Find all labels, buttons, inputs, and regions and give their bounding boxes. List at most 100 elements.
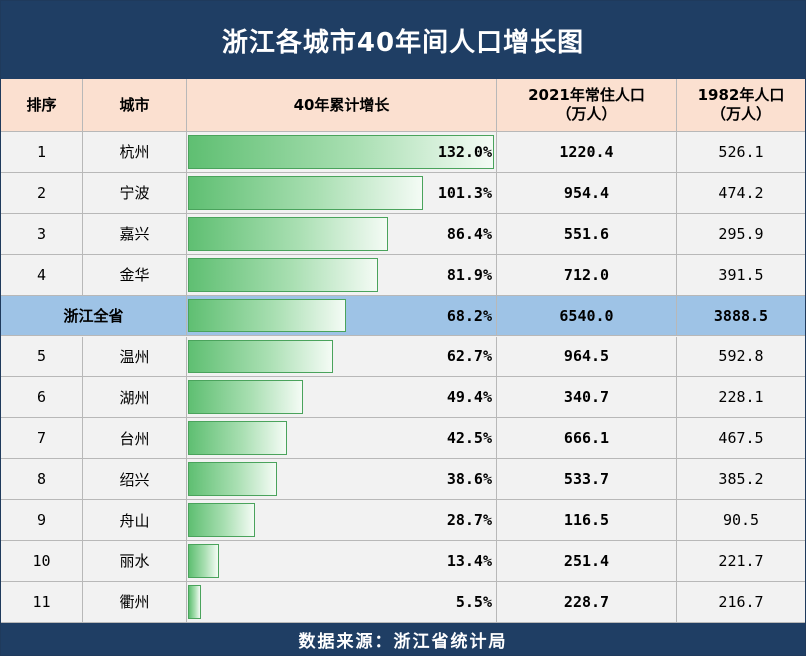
row-growth-cell: 62.7% [187, 336, 497, 378]
growth-bar [188, 462, 278, 497]
growth-label: 49.4% [446, 388, 492, 407]
row-growth-cell: 132.0% [187, 132, 497, 173]
table-header-row: 排序 城市 40年累计增长 2021年常住人口 （万人） 1982年人口 （万人… [1, 79, 805, 132]
header-pop-1982-line2: （万人） [710, 105, 771, 123]
growth-label: 81.9% [446, 265, 492, 284]
row-pop-2021: 666.1 [497, 418, 677, 460]
table-row: 10 丽水 13.4% 251.4 221.7 [1, 541, 805, 582]
row-rank: 7 [1, 418, 83, 460]
row-growth-cell: 81.9% [187, 254, 497, 296]
row-growth-cell: 68.2% [187, 295, 497, 337]
row-city: 金华 [83, 254, 187, 296]
table-row: 8 绍兴 38.6% 533.7 385.2 [1, 459, 805, 501]
row-pop-1982: 3888.5 [677, 295, 805, 337]
header-city: 城市 [83, 79, 187, 132]
header-pop-2021: 2021年常住人口 （万人） [497, 79, 677, 132]
row-pop-1982: 216.7 [677, 581, 805, 623]
table-row: 3 嘉兴 86.4% 551.6 295.9 [1, 213, 805, 255]
row-pop-1982: 474.2 [677, 172, 805, 214]
row-city: 衢州 [83, 581, 187, 623]
growth-label: 101.3% [437, 183, 492, 202]
growth-bar [188, 421, 287, 456]
growth-label: 5.5% [455, 592, 492, 611]
table-row: 6 湖州 49.4% 340.7 228.1 [1, 377, 805, 419]
growth-label: 68.2% [446, 306, 492, 325]
growth-label: 132.0% [437, 142, 492, 161]
row-pop-1982: 526.1 [677, 132, 805, 173]
row-rank: 5 [1, 336, 83, 378]
row-city: 湖州 [83, 377, 187, 419]
row-growth-cell: 49.4% [187, 377, 497, 419]
row-rank: 1 [1, 132, 83, 173]
row-city: 浙江全省 [1, 295, 187, 337]
growth-label: 42.5% [446, 429, 492, 448]
growth-label: 28.7% [446, 511, 492, 530]
row-pop-1982: 295.9 [677, 213, 805, 255]
header-rank: 排序 [1, 79, 83, 132]
row-growth-cell: 42.5% [187, 418, 497, 460]
header-pop-1982-line1: 1982年人口 [697, 86, 785, 104]
row-pop-2021: 533.7 [497, 459, 677, 501]
row-city: 台州 [83, 418, 187, 460]
table-row: 1 杭州 132.0% 1220.4 526.1 [1, 132, 805, 173]
row-pop-2021: 116.5 [497, 500, 677, 541]
row-pop-1982: 467.5 [677, 418, 805, 460]
growth-bar [188, 339, 334, 374]
growth-bar [188, 544, 220, 578]
growth-bar [188, 380, 303, 415]
header-pop-2021-line1: 2021年常住人口 [528, 86, 645, 104]
row-rank: 11 [1, 581, 83, 623]
row-city: 绍兴 [83, 459, 187, 501]
row-rank: 8 [1, 459, 83, 501]
table-row: 5 温州 62.7% 964.5 592.8 [1, 336, 805, 378]
row-rank: 9 [1, 500, 83, 541]
row-city: 舟山 [83, 500, 187, 541]
growth-label: 38.6% [446, 470, 492, 489]
row-pop-2021: 712.0 [497, 254, 677, 296]
growth-bar [188, 503, 255, 537]
row-pop-1982: 221.7 [677, 541, 805, 582]
table-row: 11 衢州 5.5% 228.7 216.7 [1, 581, 805, 623]
growth-label: 13.4% [446, 551, 492, 570]
row-pop-1982: 391.5 [677, 254, 805, 296]
row-pop-1982: 592.8 [677, 336, 805, 378]
growth-bar [188, 257, 378, 292]
row-rank: 10 [1, 541, 83, 582]
header-pop-2021-line2: （万人） [556, 105, 617, 123]
row-pop-2021: 964.5 [497, 336, 677, 378]
row-rank: 6 [1, 377, 83, 419]
row-pop-2021: 551.6 [497, 213, 677, 255]
source-footer: 数据来源：浙江省统计局 [1, 623, 805, 655]
row-growth-cell: 28.7% [187, 500, 497, 541]
row-pop-2021: 251.4 [497, 541, 677, 582]
row-city: 嘉兴 [83, 213, 187, 255]
growth-bar [188, 175, 423, 210]
row-rank: 3 [1, 213, 83, 255]
growth-bar [188, 216, 389, 251]
row-rank: 2 [1, 172, 83, 214]
chart-title: 浙江各城市40年间人口增长图 [1, 1, 805, 79]
header-growth: 40年累计增长 [187, 79, 497, 132]
growth-bar [188, 584, 201, 619]
row-growth-cell: 38.6% [187, 459, 497, 501]
row-pop-2021: 6540.0 [497, 295, 677, 337]
row-pop-2021: 228.7 [497, 581, 677, 623]
row-city: 温州 [83, 336, 187, 378]
row-pop-1982: 385.2 [677, 459, 805, 501]
row-pop-2021: 1220.4 [497, 132, 677, 173]
row-city: 杭州 [83, 132, 187, 173]
growth-label: 62.7% [446, 347, 492, 366]
growth-label: 86.4% [446, 224, 492, 243]
row-pop-1982: 90.5 [677, 500, 805, 541]
header-pop-1982: 1982年人口 （万人） [677, 79, 805, 132]
row-growth-cell: 86.4% [187, 213, 497, 255]
row-growth-cell: 101.3% [187, 172, 497, 214]
table-row: 7 台州 42.5% 666.1 467.5 [1, 418, 805, 460]
table-row: 9 舟山 28.7% 116.5 90.5 [1, 500, 805, 541]
row-city: 丽水 [83, 541, 187, 582]
growth-bar [188, 298, 347, 333]
province-total-row: 浙江全省 68.2% 6540.0 3888.5 [1, 295, 805, 337]
table-row: 2 宁波 101.3% 954.4 474.2 [1, 172, 805, 214]
row-pop-1982: 228.1 [677, 377, 805, 419]
